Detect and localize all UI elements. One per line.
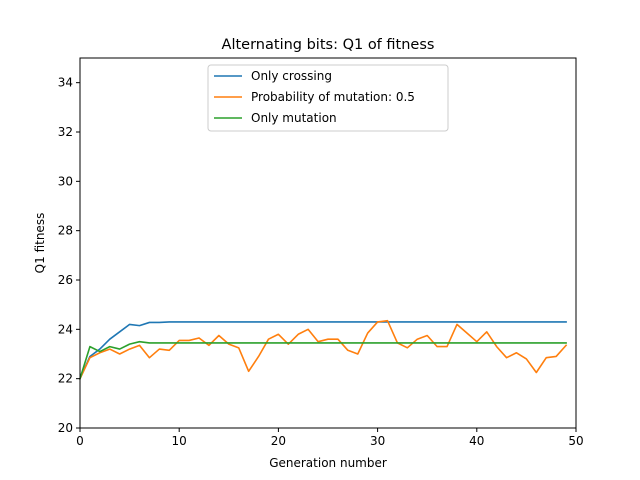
series-layer bbox=[78, 319, 568, 380]
legend-label: Probability of mutation: 0.5 bbox=[251, 90, 415, 104]
y-tick-label: 32 bbox=[58, 125, 73, 139]
chart-title: Alternating bits: Q1 of fitness bbox=[222, 37, 435, 53]
series-line-2 bbox=[78, 319, 568, 380]
legend-label: Only mutation bbox=[251, 111, 337, 125]
y-tick-label: 20 bbox=[58, 421, 73, 435]
legend: Only crossing Probability of mutation: 0.… bbox=[207, 64, 449, 132]
x-tick-label: 0 bbox=[76, 434, 84, 448]
x-tick-label: 10 bbox=[172, 434, 187, 448]
y-tick-label: 26 bbox=[58, 273, 73, 287]
y-tick-label: 28 bbox=[58, 224, 73, 238]
y-tick-label: 22 bbox=[58, 372, 73, 386]
series-line-1 bbox=[78, 321, 567, 380]
legend-label: Only crossing bbox=[251, 69, 332, 83]
x-tick-label: 50 bbox=[568, 434, 583, 448]
series-line-3 bbox=[78, 340, 567, 380]
y-tick-label: 24 bbox=[58, 322, 73, 336]
plot-frame bbox=[79, 57, 577, 429]
legend-box bbox=[207, 64, 449, 132]
y-axis: 20 22 24 26 28 30 32 34 bbox=[58, 76, 80, 435]
y-tick-label: 30 bbox=[58, 174, 73, 188]
y-tick-label: 34 bbox=[58, 76, 73, 90]
x-tick-label: 30 bbox=[370, 434, 385, 448]
x-tick-label: 20 bbox=[271, 434, 286, 448]
x-tick-label: 40 bbox=[469, 434, 484, 448]
y-axis-label: Q1 fitness bbox=[33, 213, 47, 274]
x-axis: 0 10 20 30 40 50 bbox=[76, 428, 584, 448]
x-axis-label: Generation number bbox=[269, 456, 387, 470]
